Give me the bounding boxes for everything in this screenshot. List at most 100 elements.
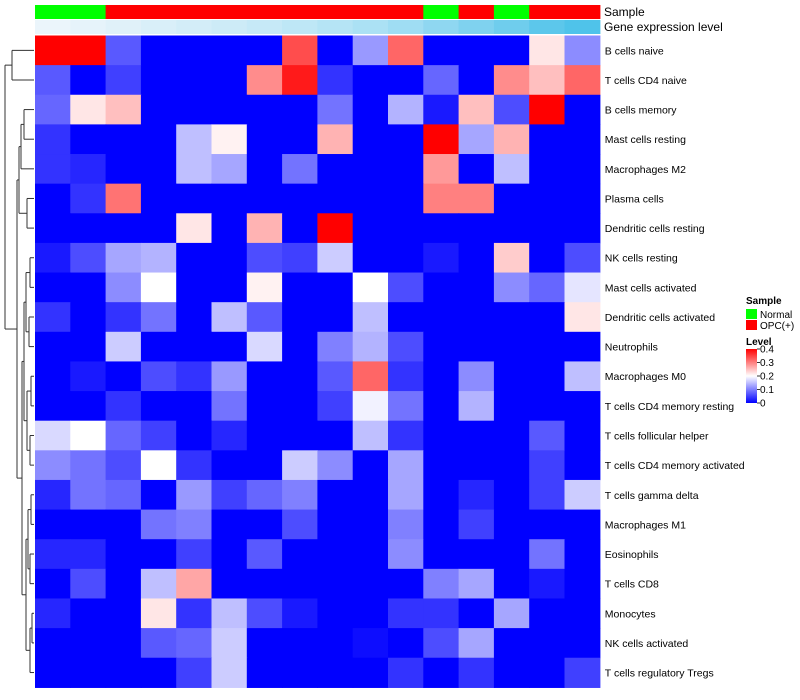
heatmap-cell — [246, 35, 283, 66]
heatmap-cell — [70, 35, 107, 66]
heatmap-cell — [176, 479, 213, 511]
heatmap-cell — [246, 568, 283, 600]
heatmap-cell — [35, 598, 71, 629]
heatmap-cell — [317, 242, 354, 274]
heatmap-cell — [211, 657, 248, 688]
heatmap-cell — [388, 628, 424, 659]
heatmap-cell — [282, 598, 318, 629]
heatmap-cell — [564, 302, 601, 333]
heatmap-cell — [564, 183, 601, 214]
heatmap-cell — [564, 420, 601, 451]
heatmap-cell — [282, 391, 318, 422]
heatmap-cell — [564, 361, 601, 392]
heatmap-cell — [317, 94, 354, 125]
heatmap-cell — [493, 94, 530, 125]
heatmap-cell — [211, 124, 248, 155]
row-label: Dendritic cells activated — [605, 312, 715, 324]
row-label: T cells CD4 memory resting — [605, 401, 734, 413]
heatmap-cell — [317, 539, 354, 570]
heatmap-cell — [564, 598, 601, 629]
heatmap-cell — [352, 391, 389, 422]
heatmap-cell — [246, 539, 283, 570]
heatmap-cell — [529, 124, 566, 155]
heatmap-cell — [352, 124, 389, 155]
heatmap-cell — [529, 242, 566, 274]
heatmap-cell — [317, 213, 354, 244]
expression-anno-cell — [246, 20, 283, 34]
heatmap-cell — [423, 657, 460, 688]
heatmap-cell — [140, 183, 177, 214]
expression-anno-cell — [352, 20, 389, 34]
heatmap-cell — [564, 391, 601, 422]
heatmap-cell — [352, 154, 389, 185]
heatmap-cell — [70, 391, 107, 422]
heatmap-cell — [211, 509, 248, 540]
heatmap-cell — [35, 539, 71, 570]
heatmap-cell — [423, 213, 460, 244]
heatmap-cell — [352, 302, 389, 333]
heatmap-cell — [70, 361, 107, 392]
heatmap-cell — [564, 479, 601, 511]
heatmap-cell — [105, 361, 142, 392]
heatmap-cell — [140, 509, 177, 540]
heatmap-cell — [529, 420, 566, 451]
heatmap-cell — [246, 331, 283, 363]
legend: Sample Normal OPC(+) Level 0.4 0.3 0.2 0.1 0 — [746, 296, 794, 410]
heatmap-cell — [529, 657, 566, 688]
heatmap-cell — [140, 213, 177, 244]
heatmap-cell — [493, 124, 530, 155]
heatmap-cell — [105, 272, 142, 303]
legend-opc-swatch — [746, 320, 757, 330]
heatmap-cell — [458, 183, 495, 214]
heatmap-cell — [529, 391, 566, 422]
heatmap-cell — [105, 183, 142, 214]
heatmap-cell — [246, 213, 283, 244]
heatmap-cell — [352, 420, 389, 451]
heatmap-cell — [423, 35, 460, 66]
heatmap-cell — [564, 628, 601, 659]
heatmap-cell — [529, 568, 566, 600]
heatmap-cell — [458, 302, 495, 333]
heatmap-cell — [70, 450, 107, 481]
heatmap-cell — [140, 539, 177, 570]
heatmap-cell — [176, 302, 213, 333]
heatmap-cell — [211, 65, 248, 96]
heatmap-cell — [176, 124, 213, 155]
heatmap-cell — [388, 420, 424, 451]
heatmap-cell — [105, 302, 142, 333]
heatmap-cell — [529, 479, 566, 511]
heatmap-cell — [211, 420, 248, 451]
legend-level-colorbar — [746, 349, 757, 403]
heatmap-cell — [140, 154, 177, 185]
heatmap-cell — [352, 94, 389, 125]
heatmap-cell — [493, 657, 530, 688]
legend-opc-label: OPC(+) — [760, 321, 794, 332]
heatmap-cell — [246, 657, 283, 688]
heatmap-cell — [35, 242, 71, 274]
heatmap-cell — [458, 272, 495, 303]
heatmap-cell — [529, 94, 566, 125]
expression-anno-cell — [388, 20, 424, 34]
heatmap-cell — [564, 35, 601, 66]
heatmap-cell — [70, 420, 107, 451]
row-label: Neutrophils — [605, 342, 658, 354]
heatmap-cell — [246, 154, 283, 185]
heatmap-cell — [493, 509, 530, 540]
heatmap-cell — [70, 183, 107, 214]
heatmap-cell — [388, 539, 424, 570]
expression-anno-cell — [140, 20, 177, 34]
heatmap-cell — [423, 391, 460, 422]
heatmap-cell — [493, 35, 530, 66]
heatmap-cell — [105, 450, 142, 481]
heatmap-cell — [35, 628, 71, 659]
heatmap-cell — [282, 302, 318, 333]
heatmap-cell — [493, 331, 530, 363]
row-label: B cells memory — [605, 105, 678, 117]
heatmap-cell — [317, 509, 354, 540]
heatmap-cell — [352, 242, 389, 274]
heatmap-cell — [529, 628, 566, 659]
heatmap-cell — [317, 35, 354, 66]
legend-tick-label: 0.3 — [760, 358, 774, 369]
heatmap-cell — [493, 361, 530, 392]
heatmap-cell — [211, 213, 248, 244]
